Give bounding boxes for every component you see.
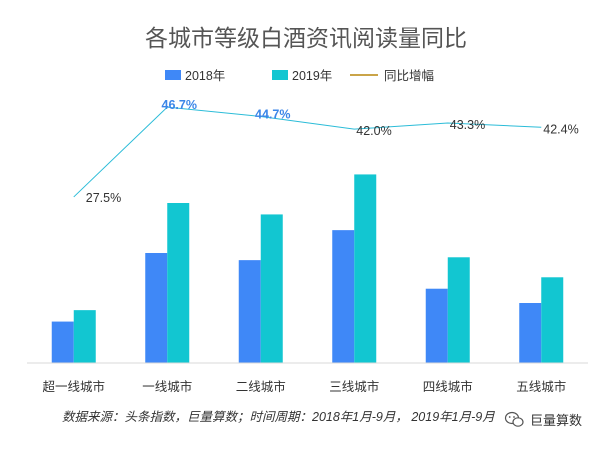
yoy-label-0: 27.5% bbox=[86, 191, 121, 205]
bar-2018-0 bbox=[51, 321, 74, 363]
watermark-text: 巨量算数 bbox=[530, 413, 582, 428]
chart-title: 各城市等级白酒资讯阅读量同比 bbox=[145, 25, 467, 51]
bar-2019-0 bbox=[73, 310, 96, 363]
yoy-label-2: 44.7% bbox=[255, 108, 290, 122]
yoy-label-1: 46.7% bbox=[162, 98, 197, 112]
bar-2018-1 bbox=[145, 253, 168, 363]
wechat-icon bbox=[504, 411, 524, 427]
bar-2019-3 bbox=[354, 174, 377, 363]
legend-label-2018: 2018年 bbox=[185, 69, 225, 83]
bar-2019-4 bbox=[447, 257, 470, 363]
bar-2018-2 bbox=[238, 260, 261, 363]
watermark: 巨量算数 bbox=[504, 411, 582, 428]
legend-swatch-2019 bbox=[272, 70, 288, 80]
bar-2018-5 bbox=[519, 303, 542, 363]
bar-2019-1 bbox=[167, 203, 190, 363]
category-label-1: 一线城市 bbox=[142, 379, 192, 394]
bar-2019-5 bbox=[541, 277, 564, 363]
legend-swatch-2018 bbox=[165, 70, 181, 80]
category-label-3: 三线城市 bbox=[329, 379, 379, 394]
bar-2018-4 bbox=[425, 288, 448, 363]
yoy-label-5: 42.4% bbox=[543, 122, 578, 136]
bar-2019-2 bbox=[260, 214, 283, 363]
category-labels: 超一线城市 一线城市 二线城市 三线城市 四线城市 五线城市 bbox=[42, 379, 566, 394]
yoy-line-series: 27.5% 46.7% 44.7% 42.0% 43.3% 42.4% bbox=[73, 98, 579, 205]
legend-label-2019: 2019年 bbox=[292, 69, 332, 83]
legend-label-yoy: 同比增幅 bbox=[384, 68, 434, 83]
yoy-line bbox=[73, 106, 542, 198]
legend: 2018年 2019年 同比增幅 bbox=[165, 68, 434, 83]
bar-2018-3 bbox=[332, 230, 355, 363]
source-note: 数据来源：头条指数，巨量算数；时间周期：2018年1月-9月， 2019年1月-… bbox=[62, 410, 495, 424]
category-label-5: 五线城市 bbox=[516, 379, 566, 394]
category-label-2: 二线城市 bbox=[236, 379, 286, 394]
bars bbox=[51, 174, 564, 363]
category-label-0: 超一线城市 bbox=[42, 379, 105, 394]
yoy-label-3: 42.0% bbox=[356, 124, 391, 138]
category-label-4: 四线城市 bbox=[423, 379, 473, 394]
yoy-label-4: 43.3% bbox=[450, 118, 485, 132]
